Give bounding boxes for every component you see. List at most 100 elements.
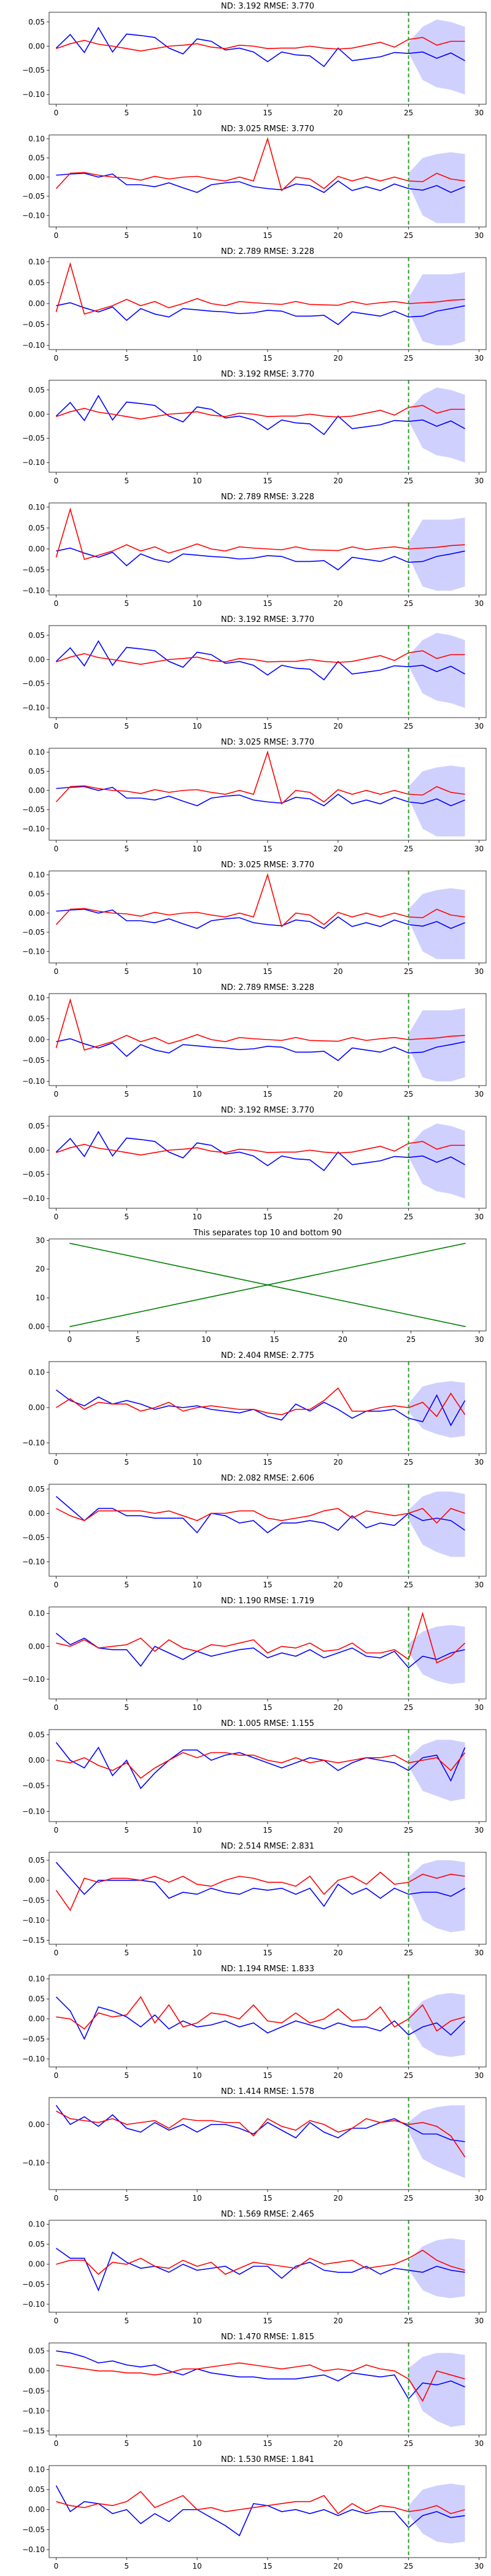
y-tick-label: −0.10 [22,824,45,833]
x-tick-label: 10 [193,845,202,853]
y-tick-label: 0.00 [28,786,45,795]
y-tick-label: 0.00 [28,2505,45,2514]
series-line [55,998,465,1051]
x-tick-label: 30 [474,231,484,240]
series-line [56,1389,466,1427]
x-tick-label: 0 [54,599,59,608]
x-tick-label: 25 [404,845,413,853]
x-tick-label: 5 [125,967,130,976]
x-tick-label: 10 [193,1581,202,1589]
x-tick-label: 25 [404,722,413,730]
x-tick-label: 30 [474,2317,484,2325]
x-tick-label: 15 [263,231,272,240]
chart-title: ND: 3.025 RMSE: 3.770 [221,125,314,134]
forecast-band [408,387,465,463]
y-tick-label: 0.00 [28,1035,45,1044]
y-tick-label: −0.05 [22,928,45,937]
series-line [55,1496,466,1534]
x-tick-label: 20 [333,109,342,117]
x-tick-label: 20 [333,1703,342,1712]
x-tick-label: 15 [263,1090,272,1098]
x-tick-label: 20 [333,2439,342,2448]
x-tick-label: 20 [333,967,342,976]
x-tick-label: 30 [474,354,484,362]
x-tick-label: 10 [193,109,202,117]
x-tick-label: 20 [333,1826,342,1834]
y-tick-label: 0.05 [28,890,45,899]
x-tick-label: 15 [269,1335,279,1344]
x-tick-label: 25 [404,2194,413,2202]
forecast-band [408,152,465,223]
x-tick-label: 20 [333,722,342,730]
chart-title: ND: 3.025 RMSE: 3.770 [221,738,314,747]
chart-panel: ND: 2.789 RMSE: 3.228 0 5 10 15 20 25 30 0.10 0.0… [22,247,487,362]
x-tick-label: 20 [333,354,342,362]
chart-title: ND: 2.789 RMSE: 3.228 [221,493,314,502]
x-tick-label: 5 [125,231,130,240]
x-tick-label: 15 [263,967,272,976]
forecast-band [408,2483,465,2544]
x-tick-label: 0 [54,2439,59,2448]
y-tick-label: −0.10 [22,90,45,99]
x-tick-label: 25 [404,109,413,117]
x-tick-label: 0 [54,2562,59,2570]
forecast-band [408,632,465,708]
x-tick-label: 0 [54,2194,59,2202]
x-tick-label: 25 [404,231,413,240]
chart-title: ND: 3.025 RMSE: 3.770 [221,861,314,870]
y-tick-label: 0.05 [28,154,45,163]
x-tick-label: 30 [474,1335,484,1344]
y-tick-label: 0.00 [28,2120,45,2129]
series-line [56,1508,465,1524]
chart-panel: ND: 3.025 RMSE: 3.770 0 5 10 15 20 25 30 0.10 0.0… [22,738,487,853]
x-tick-label: 25 [404,354,413,362]
x-tick-label: 25 [406,1335,416,1344]
y-tick-label: 0.10 [28,1975,45,1984]
x-tick-label: 0 [54,1090,59,1098]
y-tick-label: 0.05 [28,2347,45,2355]
y-tick-label: −0.10 [22,2300,45,2309]
y-tick-label: −0.05 [22,565,45,574]
x-tick-label: 10 [193,1826,202,1834]
y-tick-label: −0.10 [22,1439,45,1447]
x-tick-label: 30 [474,1581,484,1589]
series-line [55,873,465,928]
x-tick-label: 20 [333,1213,342,1221]
series-line [56,2350,465,2400]
series-line [55,1742,466,1790]
x-tick-label: 0 [54,1949,59,1957]
x-tick-label: 10 [193,1213,202,1221]
series-line [56,2491,465,2515]
forecast-band [408,1381,465,1438]
forecast-band [408,2238,465,2299]
y-tick-label: 0.00 [28,2015,45,2023]
x-tick-label: 5 [125,2317,130,2325]
x-tick-label: 15 [263,2317,272,2325]
y-tick-label: 0.10 [28,1609,45,1618]
y-tick-label: 0.05 [28,2240,45,2248]
x-tick-label: 10 [193,231,202,240]
x-tick-label: 15 [263,1703,272,1712]
x-tick-label: 25 [404,1581,413,1589]
x-tick-label: 5 [125,109,130,117]
y-tick-label: −0.10 [22,458,45,467]
forecast-band [408,888,465,959]
chart-title: ND: 3.192 RMSE: 3.770 [221,615,314,624]
series-line [56,908,465,929]
y-tick-label: 0.00 [28,1509,45,1517]
x-tick-label: 25 [404,1703,413,1712]
chart-title: ND: 1.530 RMSE: 1.841 [221,2455,314,2464]
x-tick-label: 25 [404,1826,413,1834]
forecast-band [408,1739,465,1801]
series-line [55,2105,465,2142]
y-tick-label: 0.00 [28,42,45,50]
x-tick-label: 15 [263,599,272,608]
x-tick-label: 0 [54,1703,59,1712]
x-tick-label: 30 [474,967,484,976]
series-line [55,507,465,561]
x-tick-label: 30 [474,599,484,608]
x-tick-label: 0 [54,722,59,730]
forecast-band [408,19,465,95]
chart-title: ND: 1.190 RMSE: 1.719 [221,1597,314,1606]
x-tick-label: 5 [125,1213,130,1221]
